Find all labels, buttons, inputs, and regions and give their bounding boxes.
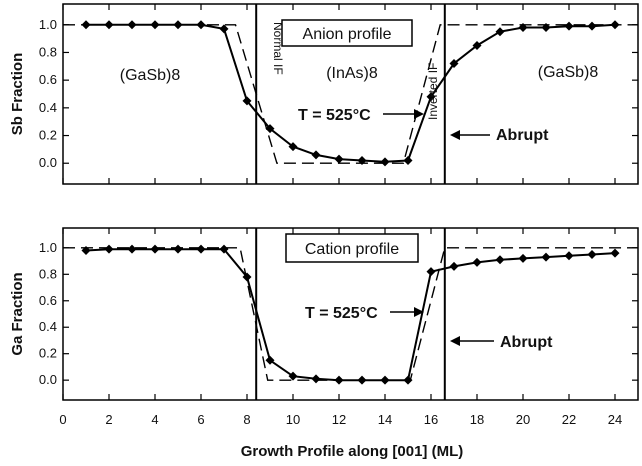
data-point-marker bbox=[288, 142, 298, 152]
abrupt-arrowhead-cation bbox=[450, 336, 460, 346]
region-label-right: (GaSb)8 bbox=[538, 64, 599, 81]
abrupt-label-cation: Abrupt bbox=[500, 334, 553, 351]
data-point-marker bbox=[127, 244, 137, 254]
data-point-marker bbox=[311, 150, 321, 160]
x-axis-title: Growth Profile along [001] (ML) bbox=[241, 443, 464, 460]
x-tick-label: 20 bbox=[516, 412, 530, 427]
series-ideal-profile bbox=[63, 24, 638, 164]
data-point-marker bbox=[426, 267, 436, 277]
x-tick-label: 10 bbox=[286, 412, 300, 427]
temperature-arrowhead-cation bbox=[414, 307, 424, 317]
data-point-marker bbox=[311, 374, 321, 384]
data-point-marker bbox=[587, 21, 597, 31]
normal-if-label: Normal IF bbox=[271, 22, 285, 75]
panel-cation: 0.00.20.40.60.81.0 0 2 4 6 8 10 12 14 16 18 20 22 24… bbox=[9, 227, 639, 460]
y-tick-label: 0.8 bbox=[39, 266, 57, 281]
title-box-anion bbox=[281, 19, 413, 47]
x-tick-label: 18 bbox=[470, 412, 484, 427]
plot-frame-cation bbox=[62, 227, 639, 401]
region-label-left: (GaSb)8 bbox=[120, 67, 181, 84]
x-tick-label: 22 bbox=[562, 412, 576, 427]
abrupt-label-anion: Abrupt bbox=[496, 127, 549, 144]
abrupt-arrowhead-anion bbox=[450, 130, 460, 140]
x-tick-label: 16 bbox=[424, 412, 438, 427]
data-point-marker bbox=[587, 249, 597, 259]
data-point-marker bbox=[495, 27, 505, 37]
y-tick-label: 0.0 bbox=[39, 372, 57, 387]
data-point-marker bbox=[426, 92, 436, 102]
temperature-label-anion: T = 525°C bbox=[298, 107, 371, 124]
data-point-marker bbox=[242, 272, 252, 282]
series-anion bbox=[63, 20, 638, 167]
x-tick-label: 0 bbox=[59, 412, 66, 427]
y-tick-label: 0.0 bbox=[39, 155, 57, 170]
data-point-marker bbox=[380, 375, 390, 385]
y-axis-title-anion: Sb Fraction bbox=[9, 53, 26, 136]
plot-frame-anion bbox=[62, 3, 639, 185]
y-ticks-anion: 0.0 0.2 0.4 0.6 0.8 1.0 bbox=[39, 17, 638, 170]
y-ticks-cation: 0.0 0.2 0.4 0.6 0.8 1.0 bbox=[39, 240, 638, 387]
y-tick-label: 0.4 bbox=[39, 319, 57, 334]
panel-anion: 0.0 0.2 0.4 0.6 0.8 1.0 Sb Fraction Anion pro… bbox=[9, 3, 639, 185]
data-point-marker bbox=[564, 21, 574, 31]
x-tick-label: 12 bbox=[332, 412, 346, 427]
data-point-marker bbox=[472, 41, 482, 51]
data-point-marker bbox=[219, 24, 229, 34]
data-point-marker bbox=[242, 96, 252, 106]
series-cation bbox=[63, 244, 638, 385]
data-point-marker bbox=[380, 157, 390, 167]
y-tick-label: 0.6 bbox=[39, 72, 57, 87]
y-tick-label: 0.2 bbox=[39, 128, 57, 143]
temperature-arrowhead-anion bbox=[414, 109, 424, 119]
data-point-marker bbox=[334, 154, 344, 164]
data-point-marker bbox=[196, 244, 206, 254]
x-ticks-cation: 0 2 4 6 8 10 12 14 16 18 20 22 24 bbox=[59, 228, 622, 427]
data-point-marker bbox=[403, 155, 413, 165]
series-ideal-profile bbox=[63, 247, 638, 381]
data-point-marker bbox=[610, 248, 620, 258]
y-tick-label: 0.4 bbox=[39, 100, 57, 115]
data-point-marker bbox=[150, 244, 160, 254]
data-point-marker bbox=[564, 251, 574, 261]
data-point-marker bbox=[472, 257, 482, 267]
y-tick-label: 0.8 bbox=[39, 44, 57, 59]
x-tick-label: 4 bbox=[151, 412, 158, 427]
data-point-marker bbox=[518, 253, 528, 263]
data-point-marker bbox=[104, 244, 114, 254]
data-point-marker bbox=[288, 371, 298, 381]
x-tick-label: 24 bbox=[608, 412, 622, 427]
chart-title-cation: Cation profile bbox=[305, 241, 399, 258]
inverted-if-label: Inverted IF bbox=[426, 63, 440, 120]
x-ticks-anion bbox=[62, 4, 616, 184]
y-tick-label: 0.6 bbox=[39, 293, 57, 308]
data-point-marker bbox=[265, 355, 275, 365]
y-tick-label: 0.2 bbox=[39, 346, 57, 361]
x-tick-label: 8 bbox=[243, 412, 250, 427]
y-tick-label: 1.0 bbox=[39, 17, 57, 32]
temperature-label-cation: T = 525°C bbox=[305, 305, 378, 322]
data-point-marker bbox=[173, 244, 183, 254]
title-box-cation bbox=[285, 233, 419, 263]
data-point-marker bbox=[127, 20, 137, 30]
data-point-marker bbox=[219, 244, 229, 254]
x-tick-label: 14 bbox=[378, 412, 392, 427]
region-label-middle: (InAs)8 bbox=[326, 65, 378, 82]
data-point-marker bbox=[495, 255, 505, 265]
data-point-marker bbox=[541, 252, 551, 262]
chart-title-anion: Anion profile bbox=[303, 26, 392, 43]
y-tick-label: 1.0 bbox=[39, 240, 57, 255]
data-point-marker bbox=[449, 261, 459, 271]
data-point-marker bbox=[449, 59, 459, 69]
data-point-marker bbox=[265, 124, 275, 134]
y-axis-title-cation: Ga Fraction bbox=[9, 272, 26, 355]
x-tick-label: 6 bbox=[197, 412, 204, 427]
x-tick-label: 2 bbox=[105, 412, 112, 427]
